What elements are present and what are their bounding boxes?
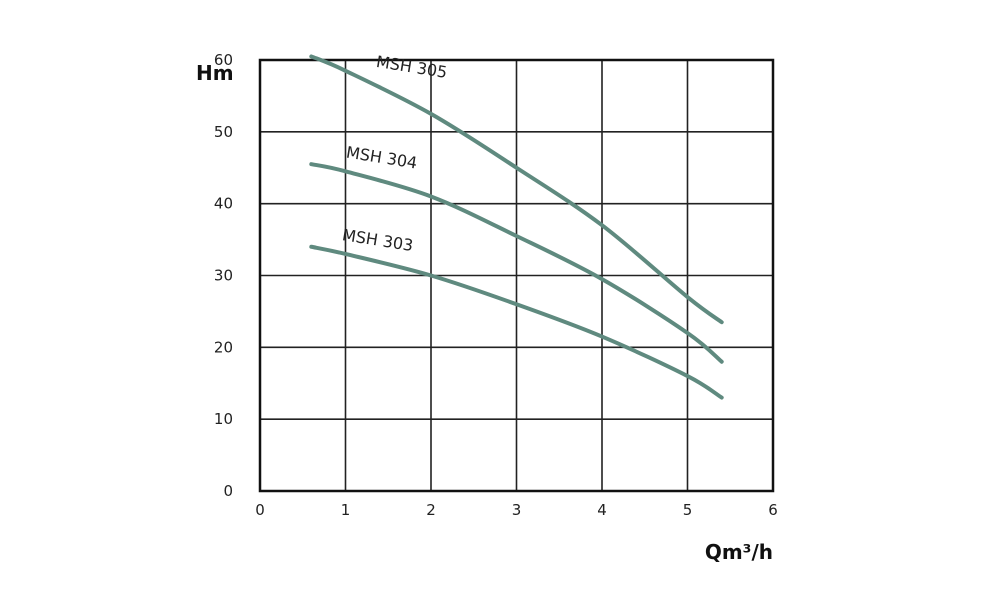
grid [260, 59, 773, 491]
x-axis-title: Qm³/h [705, 540, 773, 564]
series-line [309, 162, 724, 364]
x-tick-label: 1 [341, 501, 351, 519]
series-line [309, 244, 724, 400]
y-tick-label: 10 [214, 410, 233, 428]
x-tick-label: 2 [426, 501, 436, 519]
x-tick-label: 6 [768, 501, 778, 519]
x-tick-label: 4 [597, 501, 607, 519]
plot-frame [258, 58, 775, 493]
series-label: MSH 304 [345, 143, 419, 173]
series-line [309, 54, 724, 325]
y-tick-label: 20 [214, 338, 233, 356]
y-axis-title: Hm [196, 61, 234, 85]
y-tick-label: 50 [214, 123, 233, 141]
x-tick-label: 3 [512, 501, 522, 519]
y-tick-label: 40 [214, 195, 233, 213]
x-tick-label: 0 [255, 501, 265, 519]
series-labels: MSH 305 MSH 304 MSH 303 [341, 52, 449, 255]
y-tick-label: 60 [214, 51, 233, 69]
y-tick-label: 0 [223, 482, 233, 500]
series-label: MSH 303 [341, 225, 415, 255]
series-group [309, 54, 724, 400]
series-label: MSH 305 [375, 52, 449, 82]
x-tick-label: 5 [683, 501, 693, 519]
y-tick-label: 30 [214, 267, 233, 285]
